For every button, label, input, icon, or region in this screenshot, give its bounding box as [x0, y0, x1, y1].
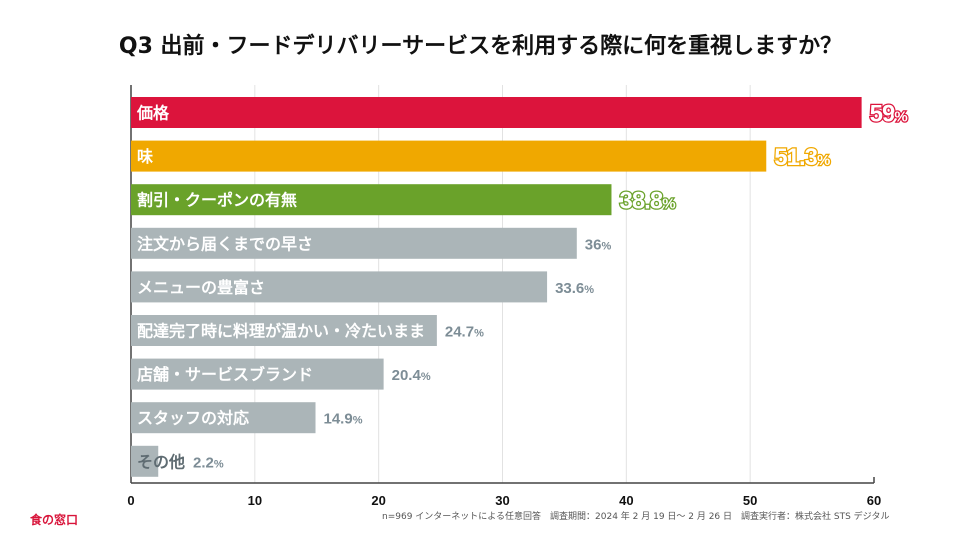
value-label: 51.3% — [774, 144, 830, 171]
bar — [131, 315, 437, 346]
category-label: その他 — [137, 452, 185, 471]
bar — [131, 227, 577, 259]
bar — [131, 140, 767, 172]
bar — [131, 271, 548, 303]
category-label: 割引・クーポンの有無 — [137, 191, 297, 210]
x-tick-label: 10 — [248, 493, 262, 508]
bar — [131, 445, 159, 477]
category-label: メニューの豊富さ — [137, 278, 265, 297]
bar — [131, 97, 862, 128]
category-label: 店舗・サービスブランド — [137, 365, 313, 384]
value-label: 20.4% — [392, 367, 431, 384]
value-label: 33.6% — [555, 280, 594, 297]
bar — [131, 358, 384, 390]
category-label: スタッフの対応 — [137, 409, 249, 428]
category-label: 価格 — [136, 104, 170, 123]
value-label: 38.8% — [619, 188, 675, 215]
value-label: 2.2% — [193, 454, 224, 471]
survey-note: n=969 インターネットによる任意回答 調査期間：2024 年 2 月 19 … — [382, 512, 890, 522]
x-tick-label: 20 — [371, 493, 385, 508]
category-label: 配達完了時に料理が温かい・冷たいまま — [137, 322, 425, 341]
x-tick-label: 40 — [619, 493, 633, 508]
value-label: 59% — [870, 101, 908, 128]
x-tick-label: 60 — [867, 493, 881, 508]
bar — [131, 184, 612, 216]
x-tick-label: 50 — [743, 493, 757, 508]
category-label: 味 — [137, 147, 153, 166]
x-tick-label: 0 — [127, 493, 134, 508]
category-label: 注文から届くまでの早さ — [137, 234, 313, 253]
x-tick-label: 30 — [495, 493, 509, 508]
value-label: 14.9% — [324, 411, 363, 428]
brand-logo: 食の窓口 — [30, 513, 79, 527]
bar — [131, 402, 316, 434]
chart-title: Q3 出前・フードデリバリーサービスを利用する際に何を重視しますか？ — [118, 34, 843, 59]
value-label: 24.7% — [445, 324, 484, 341]
value-label: 36% — [585, 236, 612, 253]
